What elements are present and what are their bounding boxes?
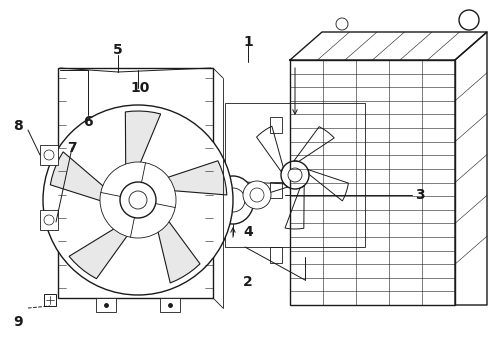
Polygon shape bbox=[153, 203, 200, 283]
Circle shape bbox=[221, 188, 245, 212]
Bar bbox=[44, 294, 56, 306]
Polygon shape bbox=[69, 217, 140, 279]
Polygon shape bbox=[188, 218, 217, 232]
Circle shape bbox=[243, 181, 271, 209]
Text: 9: 9 bbox=[13, 315, 23, 329]
Bar bbox=[160, 298, 180, 312]
Circle shape bbox=[120, 182, 156, 218]
Bar bbox=[290, 60, 455, 305]
Circle shape bbox=[100, 162, 176, 238]
Text: 1: 1 bbox=[243, 35, 253, 49]
Ellipse shape bbox=[212, 176, 254, 224]
Bar bbox=[58, 68, 213, 298]
Polygon shape bbox=[125, 111, 161, 187]
Text: 5: 5 bbox=[113, 43, 123, 57]
Polygon shape bbox=[147, 161, 227, 195]
Text: 7: 7 bbox=[67, 141, 77, 155]
Bar bbox=[40, 210, 58, 230]
Bar bbox=[270, 117, 282, 133]
Polygon shape bbox=[50, 152, 122, 207]
Text: 8: 8 bbox=[13, 119, 23, 133]
Bar bbox=[225, 103, 365, 247]
Circle shape bbox=[288, 168, 302, 182]
Text: 10: 10 bbox=[130, 81, 149, 95]
Text: 4: 4 bbox=[243, 225, 253, 239]
Text: 3: 3 bbox=[415, 188, 425, 202]
Text: 6: 6 bbox=[83, 115, 93, 129]
Bar bbox=[270, 247, 282, 263]
Bar bbox=[96, 298, 116, 312]
Circle shape bbox=[43, 105, 233, 295]
Bar bbox=[40, 145, 58, 165]
Text: 2: 2 bbox=[243, 275, 253, 289]
Bar bbox=[270, 182, 282, 198]
